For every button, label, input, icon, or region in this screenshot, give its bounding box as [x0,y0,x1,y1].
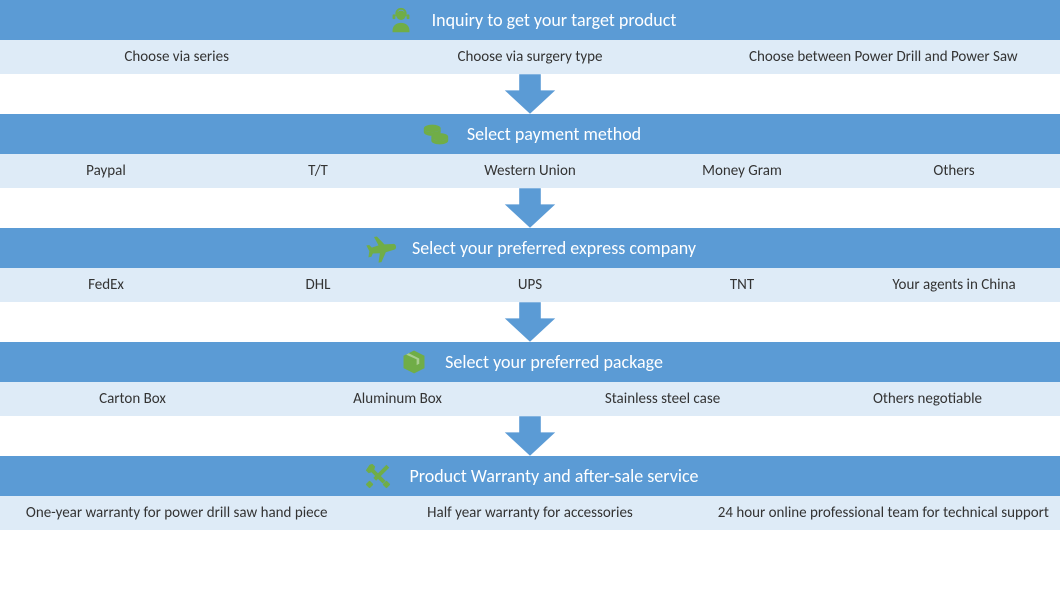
step-header-2: Select payment method [0,114,1060,154]
option-label: Paypal [86,162,126,180]
option-label: 24 hour online professional team for tec… [718,504,1049,522]
down-arrow-icon [503,416,557,456]
step-title: Select payment method [467,123,641,145]
step-options-1: Choose via series Choose via surgery typ… [0,40,1060,74]
option-label: Stainless steel case [605,390,720,408]
flow-arrow [0,416,1060,456]
option-label: TNT [730,276,754,294]
step-options-2: Paypal T/T Western Union Money Gram Othe… [0,154,1060,188]
coins-icon [419,117,453,151]
plane-icon [364,231,398,265]
option-cell: Half year warranty for accessories [353,496,706,530]
option-label: One-year warranty for power drill saw ha… [26,504,328,522]
option-cell: Others negotiable [795,382,1060,416]
down-arrow-icon [503,188,557,228]
option-label: Choose between Power Drill and Power Saw [749,48,1018,66]
option-cell: Western Union [424,154,636,188]
option-cell: T/T [212,154,424,188]
option-label: UPS [518,276,542,294]
option-cell: Stainless steel case [530,382,795,416]
option-cell: Money Gram [636,154,848,188]
tools-icon [361,459,395,493]
step-options-3: FedEx DHL UPS TNT Your agents in China [0,268,1060,302]
option-cell: One-year warranty for power drill saw ha… [0,496,353,530]
option-cell: 24 hour online professional team for tec… [707,496,1060,530]
option-label: Money Gram [702,162,782,180]
package-icon [397,345,431,379]
down-arrow-icon [503,302,557,342]
step-title: Inquiry to get your target product [432,9,677,31]
option-cell: Aluminum Box [265,382,530,416]
step-title: Select your preferred express company [412,237,696,259]
option-cell: Choose via surgery type [353,40,706,74]
down-arrow-icon [503,74,557,114]
option-label: Others negotiable [873,390,982,408]
option-cell: Choose between Power Drill and Power Saw [707,40,1060,74]
flow-arrow [0,188,1060,228]
option-cell: Your agents in China [848,268,1060,302]
person-headset-icon [384,3,418,37]
option-cell: Choose via series [0,40,353,74]
option-label: Aluminum Box [353,390,442,408]
step-header-1: Inquiry to get your target product [0,0,1060,40]
step-header-4: Select your preferred package [0,342,1060,382]
step-options-5: One-year warranty for power drill saw ha… [0,496,1060,530]
option-label: Choose via surgery type [457,48,602,66]
option-label: FedEx [88,276,124,294]
option-cell: DHL [212,268,424,302]
step-header-3: Select your preferred express company [0,228,1060,268]
step-title: Product Warranty and after-sale service [409,465,698,487]
option-label: Western Union [484,162,576,180]
option-label: T/T [308,162,328,180]
option-label: Choose via series [124,48,229,66]
flow-arrow [0,74,1060,114]
option-cell: FedEx [0,268,212,302]
option-cell: Carton Box [0,382,265,416]
step-header-5: Product Warranty and after-sale service [0,456,1060,496]
option-cell: TNT [636,268,848,302]
option-cell: Paypal [0,154,212,188]
option-label: DHL [306,276,331,294]
flow-arrow [0,302,1060,342]
option-label: Carton Box [99,390,166,408]
process-flow-diagram: Inquiry to get your target product Choos… [0,0,1060,530]
option-label: Your agents in China [892,276,1015,294]
option-cell: Others [848,154,1060,188]
option-label: Others [933,162,974,180]
option-cell: UPS [424,268,636,302]
option-label: Half year warranty for accessories [427,504,633,522]
step-options-4: Carton Box Aluminum Box Stainless steel … [0,382,1060,416]
step-title: Select your preferred package [445,351,663,373]
